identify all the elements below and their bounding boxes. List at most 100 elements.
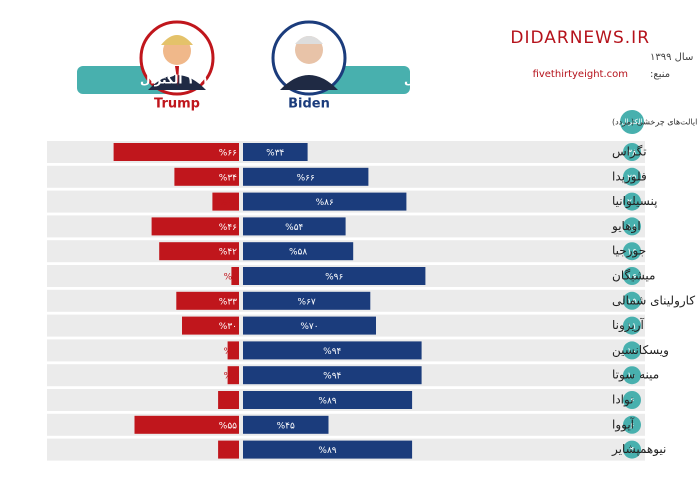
trump-portrait: [77, 20, 215, 96]
biden-bar: [243, 291, 371, 310]
biden-bar: [243, 242, 354, 261]
site: DIDARNEWS.IR: [510, 28, 650, 48]
biden-bar: [243, 341, 422, 360]
state-name: پنسیلوانیا: [612, 194, 657, 209]
biden-bar: [243, 440, 413, 459]
trump-label: %۱۴: [219, 198, 237, 208]
column-electoral: الکترال: [622, 118, 643, 126]
trump-bar: [174, 167, 239, 186]
electoral-badge: [623, 143, 641, 161]
trump-bar: [218, 440, 239, 459]
trump-label: %۶۶: [219, 149, 237, 159]
biden-name: Biden: [288, 97, 330, 112]
trump-label: %۳۳: [219, 297, 237, 307]
biden-label: %۵۸: [289, 248, 307, 258]
trump-bar: [182, 316, 239, 335]
electoral-label: ۱۸: [627, 223, 637, 233]
trump-bar: [218, 391, 239, 409]
state-name: فلوریدا: [612, 169, 647, 184]
state-name: آیووا: [612, 416, 635, 432]
state-name: میشیگان: [612, 269, 655, 283]
biden-label: %۸۶: [316, 198, 334, 208]
header-badge: [620, 110, 644, 134]
biden-bar: [243, 391, 413, 409]
electoral-label: ۱۶: [627, 248, 637, 258]
biden-bar: [243, 167, 369, 186]
state-name: تگزاس: [612, 145, 647, 160]
trump-bar: [159, 242, 239, 261]
trump-name: Trump: [154, 97, 200, 112]
trump-bar: [227, 341, 239, 360]
trump-bar: [212, 192, 239, 211]
electoral-badge: [623, 316, 641, 335]
electoral-label: ۴: [630, 446, 635, 456]
trump-total: ۱۹۱ الکترال: [140, 73, 209, 87]
trump-bar: [113, 143, 239, 161]
trump-bar: [151, 217, 239, 236]
electoral-badge: [623, 167, 641, 186]
trump-bar: [227, 366, 239, 385]
biden-bar: [243, 143, 308, 161]
biden-bar: [243, 415, 329, 434]
electoral-badge: [623, 242, 641, 261]
trump-label: %۵۵: [219, 421, 237, 431]
biden-label: %۶۶: [297, 173, 315, 183]
biden-bar: [243, 192, 407, 211]
trump-bar: [134, 415, 239, 434]
trump-label: %۴۲: [219, 248, 237, 258]
electoral-badge: [623, 366, 641, 385]
electoral-badge: [623, 341, 641, 360]
electoral-badge: [623, 217, 641, 236]
column-states: ایالت‌های چرخشی (مردد): [612, 118, 697, 127]
state-name: ویسکانسین: [612, 343, 669, 358]
biden-label: %۹۴: [323, 372, 341, 382]
source: fivethirtyeight.com: [533, 69, 628, 80]
electoral-label: ۲۹: [627, 173, 637, 183]
biden-bar: [243, 316, 376, 335]
state-name: جورجیا: [612, 244, 646, 259]
trump-label: %۳۴: [219, 173, 237, 183]
trump-label: %۱۱: [219, 446, 237, 456]
state-name: نوادا: [612, 393, 634, 408]
biden-bar: [243, 217, 346, 236]
trump-label: %۴: [224, 273, 238, 283]
state-name: آریزونا: [612, 317, 645, 333]
state-name: مینه سوتا: [612, 368, 659, 383]
electoral-label: ۱۰: [627, 372, 637, 382]
trump-label: %۱۱: [219, 397, 237, 407]
trump-label: %۴۶: [219, 223, 237, 233]
date: شنبه | ۱۰ آبان | سال ۱۳۹۹: [650, 50, 697, 63]
electoral-badge: [623, 440, 641, 459]
biden-label: %۶۷: [298, 297, 316, 307]
trump-bar: [231, 267, 239, 285]
electoral-label: ۶: [630, 421, 635, 431]
electoral-label: ۱۶: [627, 273, 637, 283]
electoral-label: ۳۸: [627, 149, 637, 159]
trump-label: %۳۰: [219, 322, 237, 332]
electoral-label: ۱۱: [627, 322, 637, 332]
biden-label: %۷۰: [300, 322, 318, 332]
biden-portrait: [271, 20, 410, 96]
biden-label: %۹۶: [325, 273, 343, 283]
electoral-label: ۱۵: [627, 297, 637, 307]
trump-label: %۶: [224, 372, 238, 382]
row-bg: [47, 215, 645, 238]
state-name: نیوهمپشایر: [611, 442, 666, 457]
biden-label: %۸۹: [318, 446, 336, 456]
source-label: منبع:: [650, 69, 670, 80]
trump-label: %۶: [224, 347, 238, 357]
electoral-label: ۱۰: [627, 347, 637, 357]
biden-bar: [243, 267, 426, 285]
electoral-badge: [623, 291, 641, 310]
electoral-badge: [623, 267, 641, 285]
biden-label: %۴۵: [277, 421, 295, 431]
biden-label: %۳۴: [266, 149, 284, 159]
electoral-label: ۶: [630, 397, 635, 407]
trump-bar: [176, 291, 239, 310]
biden-label: %۹۴: [323, 347, 341, 357]
electoral-label: ۲۰: [627, 198, 637, 208]
electoral-badge: [623, 192, 641, 211]
electoral-badge: [623, 415, 641, 434]
state-name: کارولینای شمالی: [612, 293, 695, 308]
